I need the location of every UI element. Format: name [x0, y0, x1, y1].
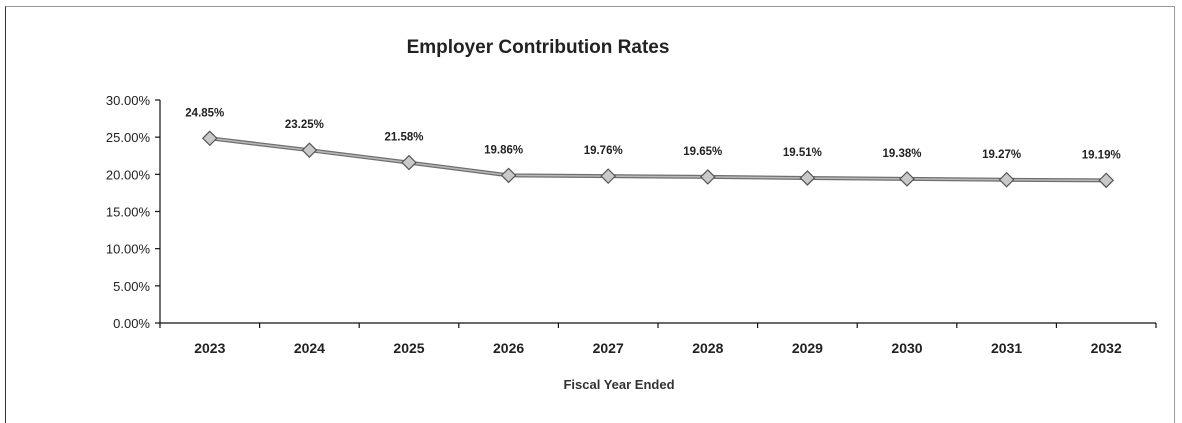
data-point	[1098, 172, 1115, 189]
y-tick-label: 10.00%	[106, 242, 151, 257]
x-tick-label: 2030	[891, 340, 922, 356]
y-tick-label: 15.00%	[106, 205, 151, 220]
data-point	[799, 170, 816, 186]
data-label: 21.58%	[384, 132, 423, 144]
y-tick-label: 20.00%	[106, 167, 151, 182]
chart-frame	[5, 6, 1175, 423]
axes	[159, 100, 1156, 324]
data-label: 24.85%	[185, 107, 224, 119]
y-tick-label: 30.00%	[106, 93, 151, 108]
data-label: 19.51%	[783, 147, 822, 159]
data-label: 19.19%	[1082, 149, 1121, 161]
data-point	[201, 130, 218, 147]
x-tick-label: 2032	[1091, 340, 1122, 356]
data-point	[500, 167, 517, 184]
x-tick-label: 2031	[991, 340, 1022, 356]
x-tick-label: 2023	[194, 340, 225, 356]
data-label: 19.65%	[683, 146, 722, 158]
series-line	[209, 136, 1107, 183]
data-point	[899, 171, 915, 187]
series-line-highlight	[209, 137, 1107, 182]
x-tick-label: 2024	[294, 340, 325, 356]
x-axis-label: Fiscal Year Ended	[563, 377, 674, 392]
x-axis-ticks: 2023 2024 2025 2026 2027 2028 2029 2030 2031 2032	[159, 323, 1157, 356]
data-label: 19.76%	[584, 145, 623, 157]
data-label: 19.38%	[882, 148, 921, 160]
x-tick-label: 2025	[393, 340, 424, 356]
y-tick-label: 0.00%	[113, 316, 150, 331]
data-label: 19.86%	[484, 144, 523, 156]
data-markers	[201, 130, 1115, 189]
chart-title: Employer Contribution Rates	[407, 37, 670, 58]
y-tick-label: 5.00%	[113, 279, 150, 294]
data-point	[998, 171, 1015, 188]
data-point	[600, 168, 617, 184]
x-tick-label: 2029	[792, 340, 823, 356]
x-tick-label: 2028	[692, 340, 723, 356]
data-labels: 24.85% 23.25% 21.58% 19.86% 19.76% 19.65% 19.5…	[185, 107, 1120, 161]
data-label: 23.25%	[285, 119, 324, 131]
data-label: 19.27%	[982, 149, 1021, 161]
data-point	[401, 154, 417, 171]
series-employer-rate	[209, 136, 1107, 183]
data-point	[699, 169, 716, 185]
data-point	[301, 142, 318, 159]
x-tick-label: 2026	[493, 340, 524, 356]
y-axis-ticks: 0.00% 5.00% 10.00% 15.00% 20.00% 25.00% 30.00%	[106, 93, 160, 331]
x-tick-label: 2027	[593, 340, 624, 356]
y-tick-label: 25.00%	[106, 130, 151, 145]
